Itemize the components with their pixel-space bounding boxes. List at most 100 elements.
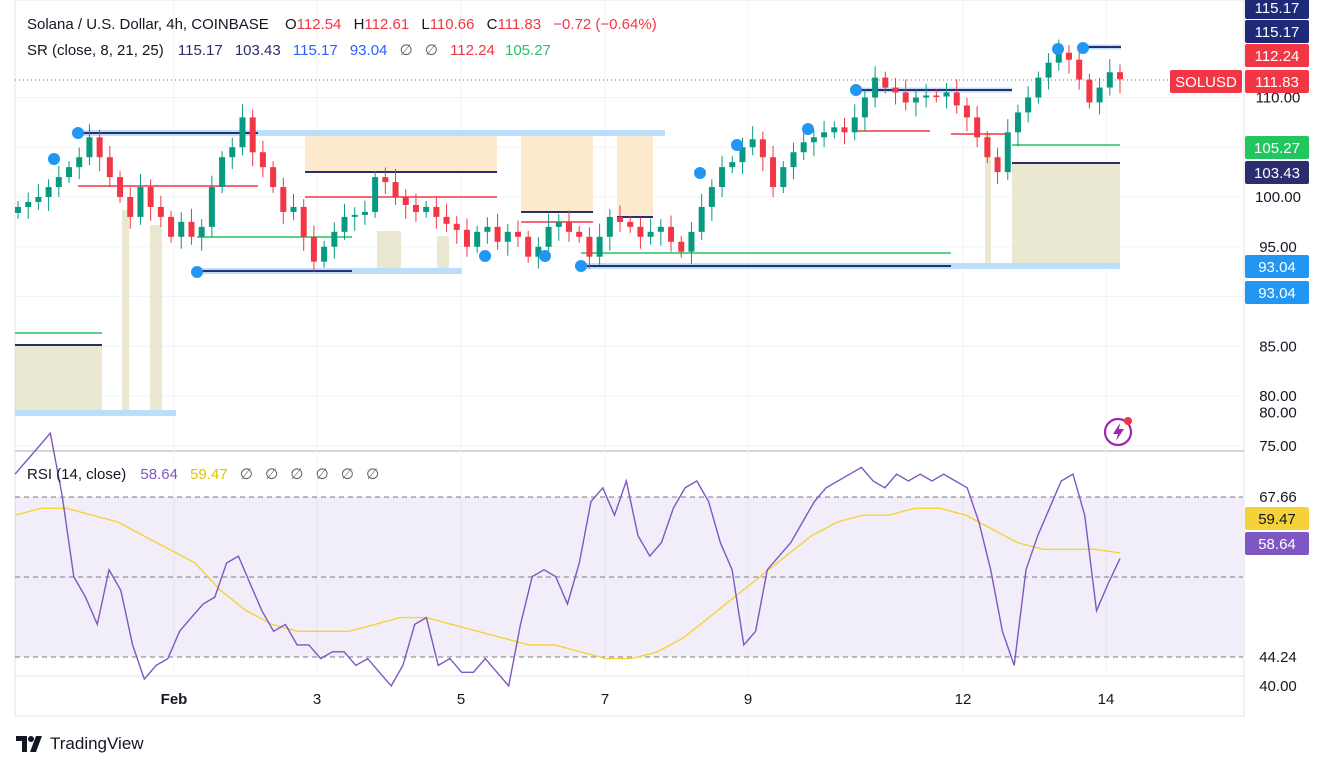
pivot-marker — [575, 260, 587, 272]
flash-icon[interactable] — [1102, 414, 1136, 448]
open-label: O — [284, 16, 297, 33]
candle-body — [912, 97, 919, 103]
candle-body — [1025, 97, 1032, 113]
candle-body — [382, 177, 389, 183]
candle-body — [851, 117, 858, 133]
time-tick-label: 14 — [1098, 691, 1115, 708]
candle-body — [1086, 79, 1093, 103]
sr-value-7: 112.24 — [450, 42, 495, 59]
sr-value-2: 103.43 — [234, 42, 281, 59]
candle-body — [494, 226, 501, 242]
candle-body — [351, 214, 358, 217]
pivot-marker — [191, 266, 203, 278]
candle-body — [321, 246, 328, 262]
candle-body — [372, 177, 379, 212]
candle-body — [617, 216, 624, 222]
candle-body — [249, 117, 256, 153]
close-label: C — [486, 16, 498, 33]
candle-body — [1076, 59, 1083, 80]
support-zone — [1012, 163, 1120, 265]
time-tick-label: 7 — [601, 691, 609, 708]
candle-body — [484, 226, 491, 232]
candle-body — [861, 97, 868, 118]
time-tick-label: Feb — [161, 691, 188, 708]
rsi-empty-5: ∅ — [340, 466, 354, 483]
candle-body — [647, 231, 654, 237]
candle-body — [474, 231, 481, 247]
candle-body — [402, 197, 409, 205]
price-tag-label: 93.04 — [1258, 259, 1296, 276]
candle-body — [780, 167, 787, 188]
time-tick-label: 9 — [744, 691, 752, 708]
sr-legend: SR (close, 8, 21, 25) 115.17 103.43 115.… — [27, 41, 553, 61]
pivot-marker — [731, 139, 743, 151]
rsi-series-line — [14, 431, 1121, 688]
candle-body — [412, 204, 419, 212]
candle-body — [1045, 62, 1052, 78]
candle-body — [872, 77, 879, 98]
candle-body — [841, 127, 848, 133]
sr-value-6: ∅ — [424, 42, 438, 59]
candle-body — [15, 206, 21, 213]
price-tag — [1245, 20, 1309, 43]
candle-body — [96, 137, 103, 158]
candle-body — [923, 95, 930, 98]
price-tick-label: 95.00 — [1259, 239, 1297, 256]
candle-body — [933, 95, 940, 98]
price-tick-label: 75.00 — [1259, 438, 1297, 455]
candle-body — [86, 137, 93, 158]
candle-body — [984, 137, 991, 158]
price-tick-label: 80.00 — [1259, 388, 1297, 405]
price-tag — [1245, 44, 1309, 67]
candle-body — [361, 211, 368, 215]
close-value: 111.83 — [497, 16, 542, 33]
sr-value-4: 93.04 — [349, 42, 388, 59]
candle-body — [55, 177, 62, 188]
candle-body — [106, 157, 113, 178]
support-zone — [150, 225, 162, 412]
candle-body — [453, 223, 460, 230]
candle-body — [280, 187, 287, 212]
price-tag — [1245, 70, 1309, 93]
candle-body — [178, 221, 185, 237]
tradingview-logo-icon — [16, 736, 42, 752]
rsi-empty-1: ∅ — [239, 466, 253, 483]
rsi-series-line — [14, 507, 1121, 660]
rsi-empty-6: ∅ — [366, 466, 380, 483]
pivot-marker — [694, 167, 706, 179]
resistance-zone — [617, 133, 653, 217]
rsi-empty-3: ∅ — [290, 466, 304, 483]
price-tag — [1245, 0, 1309, 19]
candle-body — [525, 236, 532, 257]
candle-body — [831, 127, 838, 133]
candle-body — [198, 226, 205, 237]
candle-body — [963, 105, 970, 118]
brand-name: TradingView — [50, 734, 144, 753]
support-zone — [122, 210, 129, 412]
candle-body — [892, 87, 899, 93]
rsi-tag-label: 58.64 — [1258, 536, 1296, 553]
brand-footer[interactable]: TradingView — [16, 734, 144, 754]
candle-body — [1035, 77, 1042, 98]
low-value: 110.66 — [429, 16, 475, 33]
sr-value-3: 115.17 — [292, 42, 338, 59]
price-tag-label: 115.17 — [1255, 24, 1300, 41]
candle-body — [310, 236, 317, 262]
candle-body — [117, 177, 124, 197]
pivot-marker — [72, 127, 84, 139]
sr-levels — [15, 44, 1243, 416]
candle-body — [331, 231, 338, 247]
candle-body — [392, 182, 399, 197]
sr-value-1: 115.17 — [177, 42, 223, 59]
price-tag-label: 105.27 — [1254, 140, 1300, 157]
candle-body — [1096, 87, 1103, 103]
high-label: H — [353, 16, 365, 33]
candle-body — [168, 216, 175, 237]
price-tag-label: 112.24 — [1255, 48, 1300, 65]
candle-body — [800, 142, 807, 153]
candle-body — [770, 157, 777, 188]
price-tag-label: 93.04 — [1258, 285, 1296, 302]
candle-body — [423, 206, 430, 212]
resistance-zone — [305, 133, 497, 172]
